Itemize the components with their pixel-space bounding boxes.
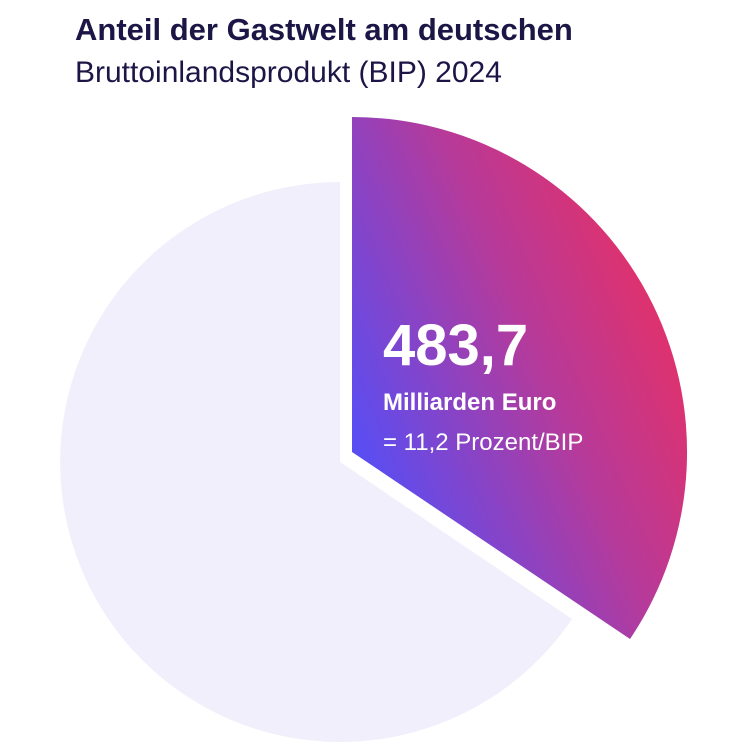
- subtitle: Bruttoinlandsprodukt (BIP) 2024: [75, 56, 502, 89]
- rest-slice: [60, 182, 572, 742]
- amount-label: 483,7: [383, 313, 528, 378]
- title: Anteil der Gastwelt am deutschen: [75, 12, 573, 47]
- highlight-slice: [352, 116, 688, 639]
- share-label: = 11,2 Prozent/BIP: [383, 429, 583, 456]
- unit-label: Milliarden Euro: [383, 389, 556, 416]
